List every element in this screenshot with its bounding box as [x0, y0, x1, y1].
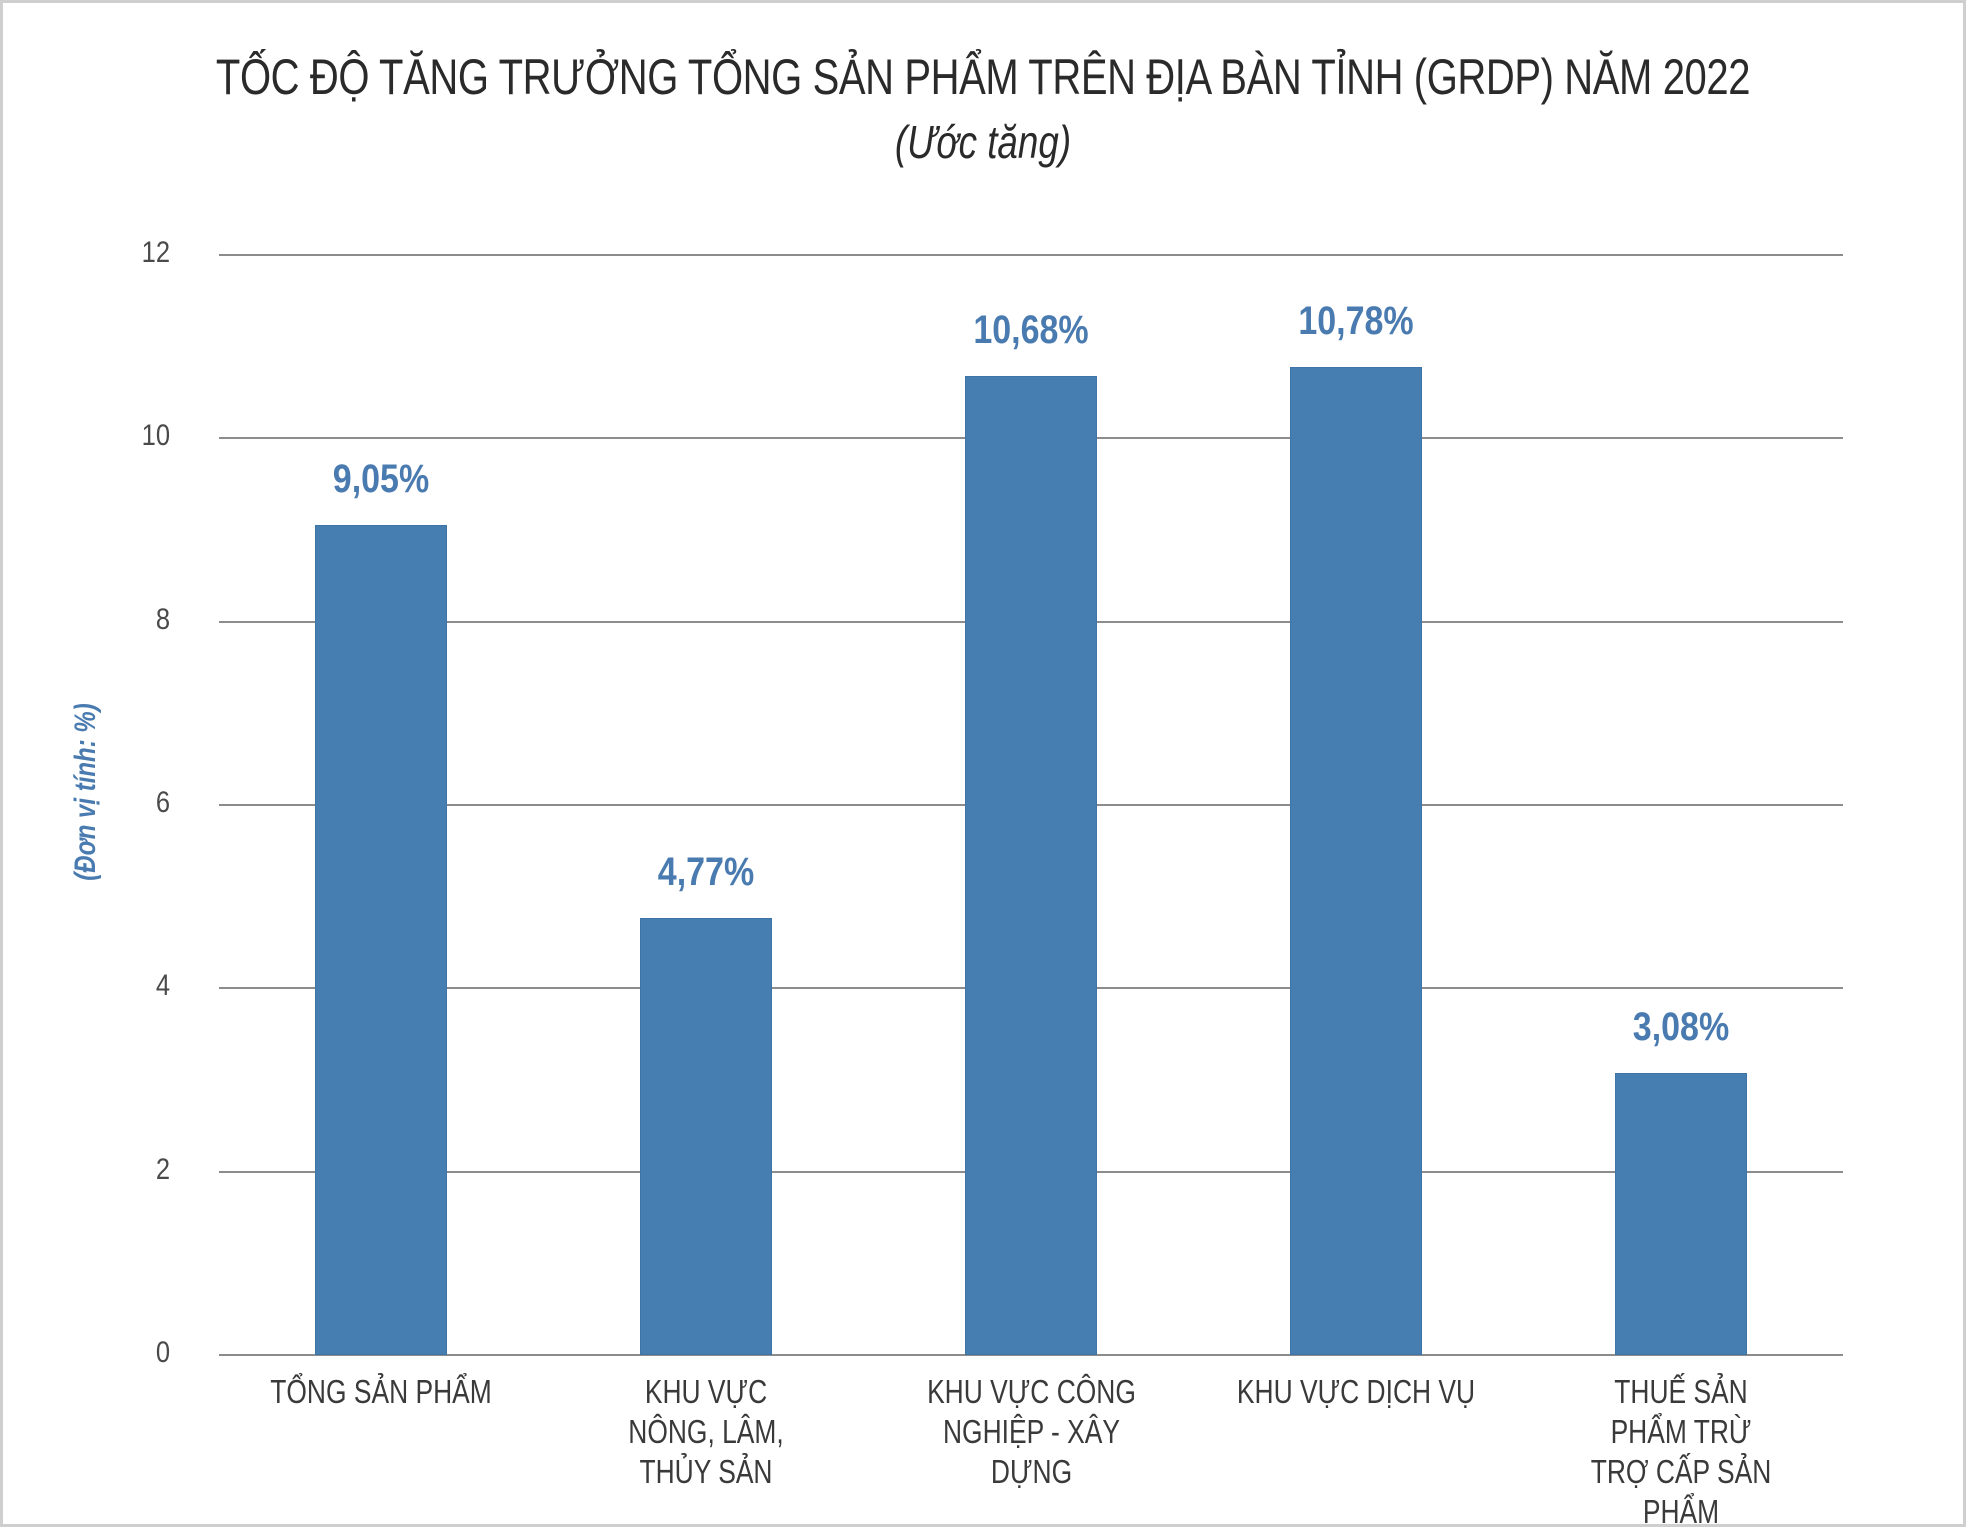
x-tick-label: KHU VỰC CÔNG NGHIỆP - XÂY DỰNG — [926, 1373, 1136, 1490]
bar — [965, 376, 1097, 1355]
y-tick-label: 12 — [141, 236, 170, 269]
bar — [1614, 1072, 1747, 1355]
y-tick-label: 4 — [155, 969, 170, 1003]
bar — [640, 917, 773, 1355]
y-axis-label: (Đơn vị tính: %) — [69, 703, 102, 881]
gridline — [219, 1354, 1843, 1356]
y-tick-label: 0 — [155, 1336, 170, 1369]
plot-area: 9,05% 4,77% 10,68% 10,78% 3,08% — [219, 254, 1843, 1356]
bar-data-label: 4,77% — [657, 849, 755, 894]
bar — [1289, 366, 1422, 1355]
x-tick-label: THUẾ SẢN PHẨM TRỪ TRỢ CẤP SẢN PHẨM — [1590, 1373, 1771, 1530]
gridline — [219, 254, 1843, 256]
bar-data-label: 10,78% — [1298, 298, 1414, 343]
y-tick-label: 6 — [155, 786, 170, 819]
x-tick-label: TỔNG SẢN PHẨM — [270, 1373, 493, 1410]
bar — [315, 525, 448, 1355]
bar-data-label: 3,08% — [1632, 1004, 1729, 1049]
chart-title: TỐC ĐỘ TĂNG TRƯỞNG TỔNG SẢN PHẨM TRÊN ĐỊ… — [215, 49, 1751, 105]
y-tick-label: 8 — [155, 602, 170, 636]
bar-data-label: 10,68% — [973, 308, 1089, 352]
chart-subtitle: (Ước tăng) — [894, 116, 1072, 168]
y-tick-label: 10 — [141, 419, 170, 453]
x-tick-label: KHU VỰC NÔNG, LÂM, THỦY SẢN — [628, 1373, 784, 1490]
x-tick-label: KHU VỰC DỊCH VỤ — [1236, 1373, 1475, 1410]
y-tick-label: 2 — [155, 1152, 170, 1186]
bar-data-label: 9,05% — [333, 457, 430, 502]
